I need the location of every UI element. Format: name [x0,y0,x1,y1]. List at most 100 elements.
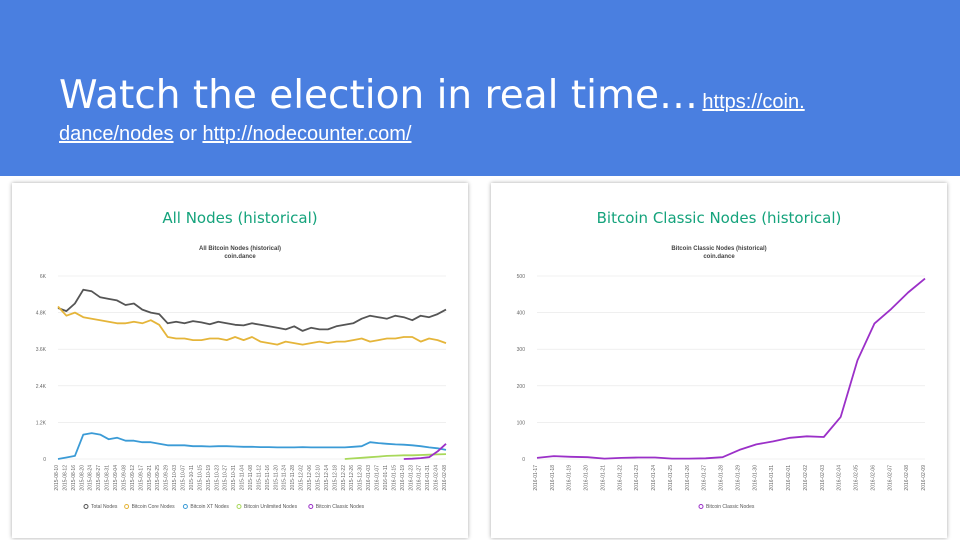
x-tick-label: 2015-10-07 [181,465,187,491]
x-tick-label: 2015-11-12 [256,465,262,490]
x-tick-label: 2016-02-06 [870,465,876,491]
x-tick-label: 2015-08-10 [54,465,60,491]
x-tick-label: 2016-01-23 [634,465,640,491]
x-tick-label: 2015-11-08 [248,465,254,490]
x-tick-label: 2015-08-16 [71,465,77,491]
x-tick-label: 2016-01-20 [584,465,590,491]
x-tick-label: 2016-01-17 [533,465,539,491]
x-tick-label: 2015-12-10 [315,465,321,491]
y-tick-label: 2.4K [36,384,47,390]
series-line [57,305,447,346]
chart-subtitle: All Bitcoin Nodes (historical) [199,246,281,252]
x-tick-label: 2015-12-02 [299,465,305,491]
x-tick-label: 2015-12-06 [307,465,313,491]
x-tick-label: 2016-01-29 [735,465,741,491]
x-tick-label: 2015-11-28 [290,465,296,490]
legend-marker [308,504,314,509]
all-nodes-chart-title: All Nodes (historical) [162,209,318,227]
x-tick-label: 2016-02-02 [803,465,809,491]
coin-dance-link-part1[interactable]: https://coin. [702,91,805,113]
x-tick-label: 2015-11-24 [282,465,288,490]
coin-dance-link-part2[interactable]: dance/nodes [59,123,174,145]
x-tick-label: 2015-10-19 [206,465,212,491]
all-nodes-chart: All Bitcoin Nodes (historical) coin.dance… [36,246,448,510]
x-tick-label: 2015-10-31 [231,465,237,491]
x-tick-label: 2015-08-24 [88,465,94,491]
title-banner [0,0,960,176]
y-tick-label: 6K [40,274,47,280]
classic-nodes-chart-panel: Bitcoin Classic Nodes (historical) Bitco… [491,183,947,538]
x-tick-label: 2015-10-15 [197,465,203,491]
y-tick-label: 1.2K [36,420,47,426]
x-tick-label: 2015-09-17 [138,465,144,491]
x-tick-label: 2015-09-25 [155,465,161,491]
x-tick-label: 2016-01-28 [719,465,725,491]
chart-source: coin.dance [224,254,256,260]
x-tick-label: 2016-01-26 [685,465,691,491]
x-tick-label: 2016-01-03 [366,465,372,491]
y-tick-label: 0 [522,457,525,463]
x-tick-label: 2016-01-27 [417,465,423,491]
x-tick-label: 2015-10-27 [223,465,229,491]
x-tick-label: 2016-01-18 [550,465,556,491]
legend-label: Bitcoin Core Nodes [132,504,176,510]
y-tick-label: 0 [43,457,46,463]
x-tick-label: 2016-02-04 [434,465,440,491]
x-tick-label: 2015-09-04 [113,465,119,491]
legend-label: Bitcoin XT Nodes [190,504,229,510]
y-tick-label: 500 [517,274,526,280]
x-tick-label: 2015-10-23 [214,465,220,491]
x-tick-label: 2015-09-29 [164,465,170,491]
x-tick-label: 2015-09-08 [121,465,127,491]
y-tick-label: 3.6K [36,347,47,353]
y-tick-label: 400 [517,311,526,317]
x-tick-label: 2015-09-21 [147,465,153,491]
x-tick-label: 2016-02-08 [904,465,910,491]
x-tick-label: 2015-11-16 [265,465,271,490]
x-tick-label: 2016-02-03 [820,465,826,491]
x-tick-label: 2016-01-30 [752,465,758,491]
legend-marker [698,504,704,509]
x-tick-label: 2016-01-31 [769,465,775,491]
series-line [536,277,926,460]
y-tick-label: 4.8K [36,311,47,317]
x-tick-label: 2016-01-25 [668,465,674,491]
x-tick-label: 2015-11-20 [273,465,279,490]
x-tick-label: 2016-01-27 [702,465,708,491]
x-tick-label: 2016-01-24 [651,465,657,491]
classic-nodes-chart-title: Bitcoin Classic Nodes (historical) [596,209,842,227]
x-tick-label: 2016-01-19 [400,465,406,491]
series-line [344,453,447,460]
legend-marker [182,504,188,509]
legend-label: Bitcoin Unlimited Nodes [244,504,298,510]
x-tick-label: 2016-01-11 [383,465,389,490]
x-tick-label: 2015-12-18 [332,465,338,491]
x-tick-label: 2015-12-14 [324,465,330,491]
x-tick-label: 2016-02-01 [786,465,792,491]
x-tick-label: 2015-09-12 [130,465,136,491]
classic-nodes-chart: Bitcoin Classic Nodes (historical) coin.d… [517,246,927,510]
legend-marker [236,504,242,509]
legend-marker [124,504,130,509]
x-tick-label: 2016-01-07 [375,465,381,491]
x-tick-label: 2016-01-22 [617,465,623,491]
x-tick-label: 2016-02-08 [442,465,448,491]
x-tick-label: 2016-02-04 [837,465,843,491]
x-tick-label: 2015-08-12 [62,465,68,491]
y-tick-label: 200 [517,384,526,390]
legend-label: Bitcoin Classic Nodes [316,504,365,510]
all-nodes-chart-panel: All Nodes (historical) All Bitcoin Nodes… [12,183,468,538]
x-tick-label: 2015-12-22 [341,465,347,491]
x-tick-label: 2016-01-23 [408,465,414,491]
nodecounter-link[interactable]: http://nodecounter.com/ [202,123,412,145]
series-line [57,288,447,332]
nodes-link[interactable]: https://coin. dance/nodes or http://node… [59,91,805,145]
y-tick-label: 300 [517,347,526,353]
x-tick-label: 2015-12-26 [349,465,355,491]
x-tick-label: 2016-02-07 [887,465,893,491]
x-tick-label: 2016-02-05 [854,465,860,491]
slide-title: Watch the election in real time… [59,73,698,118]
legend-label: Bitcoin Classic Nodes [706,504,755,510]
x-tick-label: 2015-10-03 [172,465,178,491]
x-tick-label: 2016-02-09 [921,465,927,491]
